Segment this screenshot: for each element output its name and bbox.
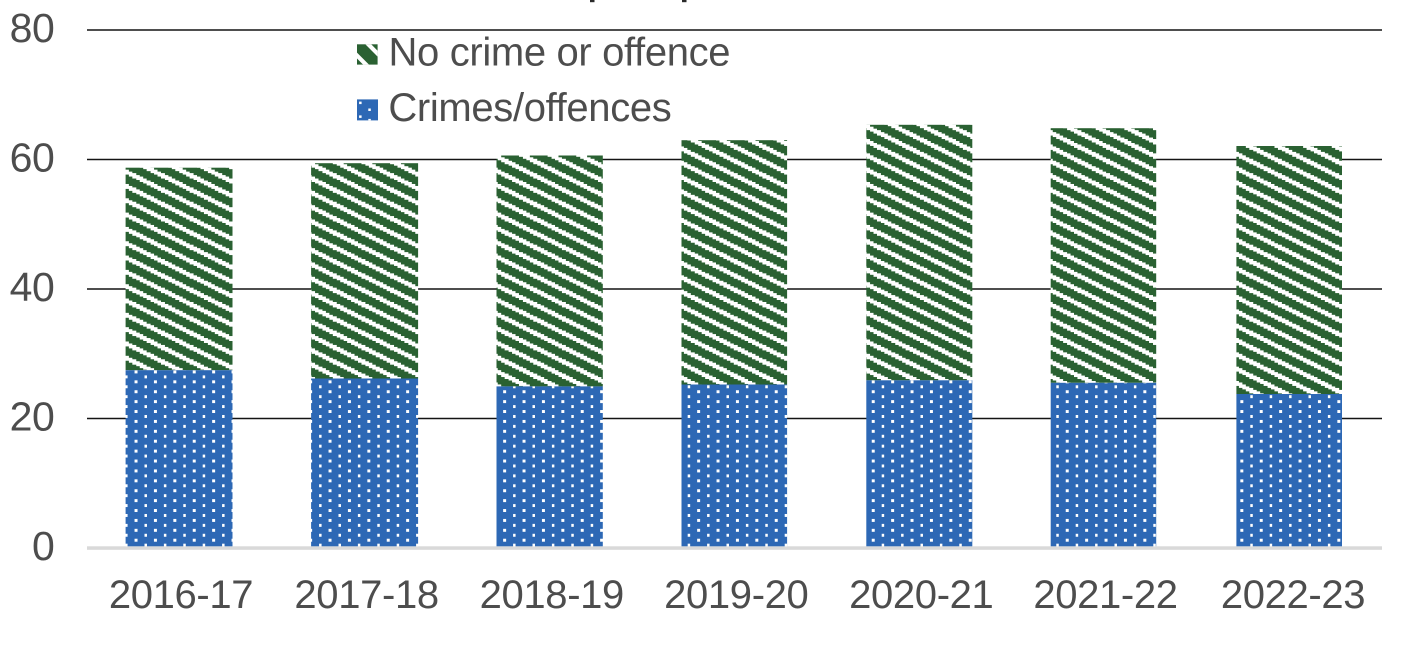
svg-text:2021-22: 2021-22 — [1033, 573, 1177, 617]
svg-text:2022-23: 2022-23 — [1221, 573, 1365, 617]
svg-text:20: 20 — [10, 394, 55, 440]
svg-text:2016-17: 2016-17 — [109, 573, 253, 617]
svg-text:0: 0 — [32, 523, 54, 569]
svg-text:40: 40 — [10, 264, 55, 310]
svg-text:60: 60 — [10, 135, 55, 181]
svg-text:2017-18: 2017-18 — [294, 573, 438, 617]
svg-text:2020-21: 2020-21 — [849, 573, 993, 617]
svg-text:2018-19: 2018-19 — [480, 573, 624, 617]
svg-text:80: 80 — [10, 5, 55, 51]
svg-text:Crimes/offences: Crimes/offences — [388, 86, 671, 130]
svg-text:2019-20: 2019-20 — [664, 573, 808, 617]
svg-text:No crime or offence: No crime or offence — [389, 31, 731, 75]
